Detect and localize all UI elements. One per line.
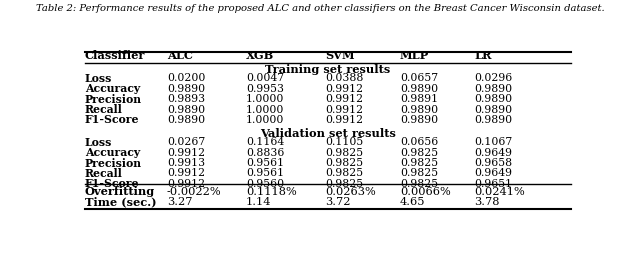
Text: Precision: Precision	[85, 94, 142, 105]
Text: 0.9890: 0.9890	[474, 115, 513, 125]
Text: 0.9890: 0.9890	[474, 84, 513, 94]
Text: 0.0047: 0.0047	[246, 74, 284, 84]
Text: Recall: Recall	[85, 104, 123, 115]
Text: 0.9890: 0.9890	[167, 105, 205, 115]
Text: 0.9890: 0.9890	[474, 105, 513, 115]
Text: 0.1118%: 0.1118%	[246, 187, 297, 197]
Text: 0.9912: 0.9912	[167, 179, 205, 189]
Text: Table 2: Performance results of the proposed ALC and other classifiers on the Br: Table 2: Performance results of the prop…	[36, 4, 604, 13]
Text: 0.9890: 0.9890	[400, 105, 438, 115]
Text: 4.65: 4.65	[400, 197, 426, 207]
Text: 0.1164: 0.1164	[246, 137, 284, 147]
Text: Accuracy: Accuracy	[85, 147, 140, 158]
Text: 0.9890: 0.9890	[400, 115, 438, 125]
Text: 0.0656: 0.0656	[400, 137, 438, 147]
Text: 0.9890: 0.9890	[400, 84, 438, 94]
Text: 0.9825: 0.9825	[326, 148, 364, 158]
Text: 0.0263%: 0.0263%	[326, 187, 376, 197]
Text: 0.1067: 0.1067	[474, 137, 513, 147]
Text: 0.9913: 0.9913	[167, 158, 205, 168]
Text: 1.14: 1.14	[246, 197, 271, 207]
Text: Time (sec.): Time (sec.)	[85, 197, 157, 208]
Text: Loss: Loss	[85, 137, 113, 148]
Text: 0.9890: 0.9890	[474, 94, 513, 104]
Text: 0.9825: 0.9825	[400, 179, 438, 189]
Text: 0.9890: 0.9890	[167, 84, 205, 94]
Text: 0.9912: 0.9912	[167, 169, 205, 179]
Text: 0.9890: 0.9890	[167, 115, 205, 125]
Text: 3.78: 3.78	[474, 197, 500, 207]
Text: 1.0000: 1.0000	[246, 105, 285, 115]
Text: ALC: ALC	[167, 50, 193, 61]
Text: F1-Score: F1-Score	[85, 114, 140, 125]
Text: 0.9651: 0.9651	[474, 179, 513, 189]
Text: Precision: Precision	[85, 158, 142, 169]
Text: Overfitting: Overfitting	[85, 186, 156, 197]
Text: 0.9912: 0.9912	[326, 115, 364, 125]
Text: 0.9649: 0.9649	[474, 148, 512, 158]
Text: 3.72: 3.72	[326, 197, 351, 207]
Text: 0.0388: 0.0388	[326, 74, 364, 84]
Text: 0.9658: 0.9658	[474, 158, 513, 168]
Text: 0.9825: 0.9825	[400, 169, 438, 179]
Text: 0.8836: 0.8836	[246, 148, 285, 158]
Text: Classifier: Classifier	[85, 50, 145, 61]
Text: 0.0200: 0.0200	[167, 74, 205, 84]
Text: 0.9825: 0.9825	[326, 158, 364, 168]
Text: 0.9560: 0.9560	[246, 179, 284, 189]
Text: Loss: Loss	[85, 73, 113, 84]
Text: 0.9912: 0.9912	[326, 94, 364, 104]
Text: 0.0066%: 0.0066%	[400, 187, 451, 197]
Text: LR: LR	[474, 50, 492, 61]
Text: 0.9953: 0.9953	[246, 84, 284, 94]
Text: 0.9891: 0.9891	[400, 94, 438, 104]
Text: MLP: MLP	[400, 50, 429, 61]
Text: 1.0000: 1.0000	[246, 94, 285, 104]
Text: 0.9561: 0.9561	[246, 169, 284, 179]
Text: Recall: Recall	[85, 168, 123, 179]
Text: 0.9893: 0.9893	[167, 94, 205, 104]
Text: 0.9825: 0.9825	[400, 148, 438, 158]
Text: F1-Score: F1-Score	[85, 178, 140, 189]
Text: Training set results: Training set results	[266, 63, 390, 75]
Text: 0.0657: 0.0657	[400, 74, 438, 84]
Text: 0.0267: 0.0267	[167, 137, 205, 147]
Text: Validation set results: Validation set results	[260, 128, 396, 139]
Text: 0.9825: 0.9825	[326, 169, 364, 179]
Text: 0.9825: 0.9825	[400, 158, 438, 168]
Text: Accuracy: Accuracy	[85, 83, 140, 94]
Text: 0.1105: 0.1105	[326, 137, 364, 147]
Text: 0.9561: 0.9561	[246, 158, 284, 168]
Text: 0.9912: 0.9912	[167, 148, 205, 158]
Text: 0.9825: 0.9825	[326, 179, 364, 189]
Text: 0.0241%: 0.0241%	[474, 187, 525, 197]
Text: 0.0296: 0.0296	[474, 74, 513, 84]
Text: 3.27: 3.27	[167, 197, 192, 207]
Text: SVM: SVM	[326, 50, 355, 61]
Text: 1.0000: 1.0000	[246, 115, 285, 125]
Text: -0.0022%: -0.0022%	[167, 187, 221, 197]
Text: 0.9912: 0.9912	[326, 105, 364, 115]
Text: 0.9912: 0.9912	[326, 84, 364, 94]
Text: XGB: XGB	[246, 50, 275, 61]
Text: 0.9649: 0.9649	[474, 169, 512, 179]
